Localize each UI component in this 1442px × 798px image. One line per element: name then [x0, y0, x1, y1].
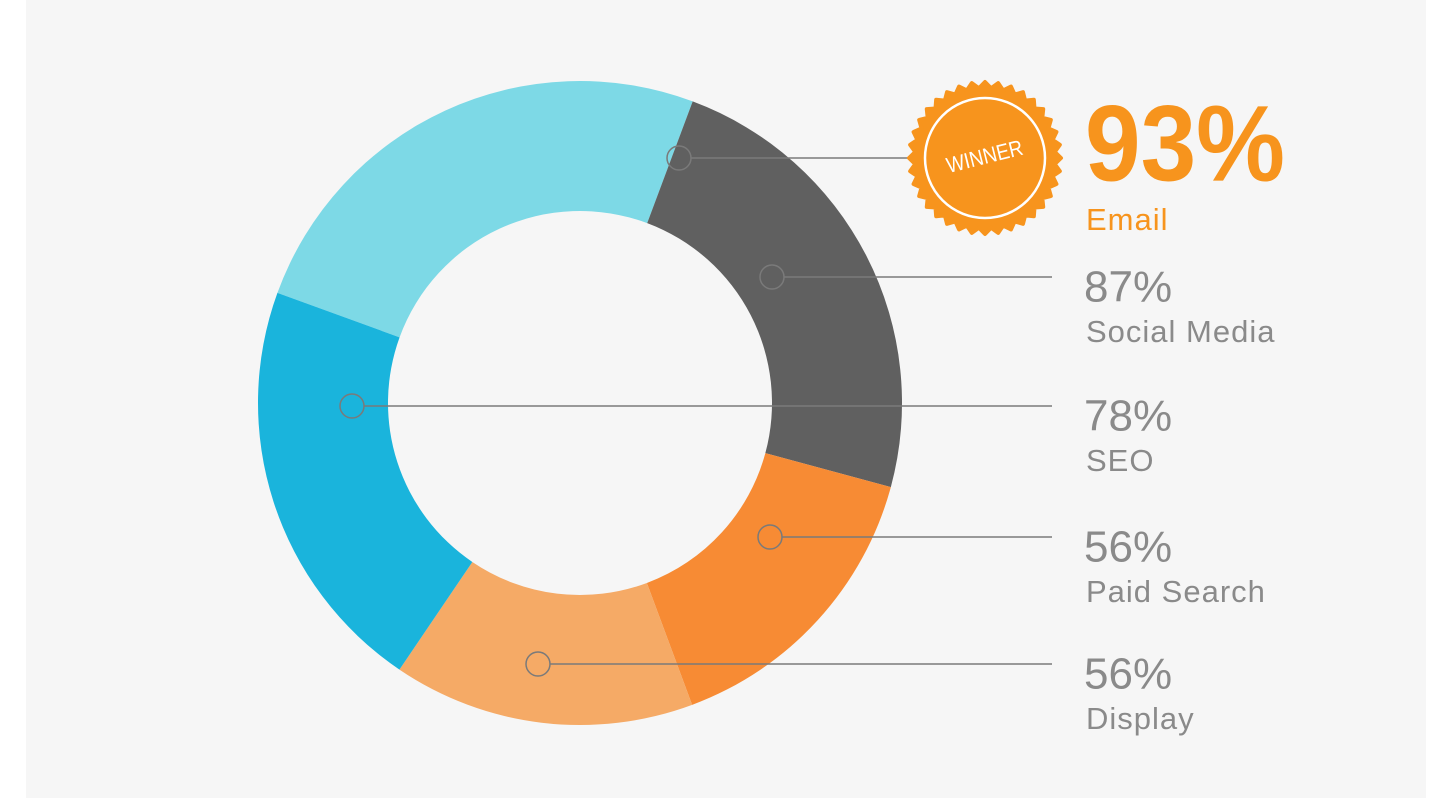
- value-label: 56%: [1084, 650, 1172, 699]
- category-label: Social Media: [1086, 314, 1275, 349]
- category-label: SEO: [1086, 443, 1154, 478]
- category-label: Display: [1086, 701, 1195, 736]
- donut-segment: [258, 292, 473, 670]
- leader-dot: [525, 651, 551, 677]
- donut-segment: [277, 81, 693, 338]
- badge: [907, 80, 1063, 236]
- leader-dot: [759, 264, 785, 290]
- category-label: Email: [1086, 202, 1169, 237]
- donut-segment: [647, 101, 902, 488]
- leader-dot: [757, 524, 783, 550]
- value-label: 56%: [1084, 523, 1172, 572]
- category-label: Paid Search: [1086, 574, 1266, 609]
- leader-dot: [339, 393, 365, 419]
- value-label: 93%: [1085, 83, 1285, 204]
- value-label: 78%: [1084, 392, 1172, 441]
- donut-segment: [646, 453, 891, 705]
- donut-segment: [399, 561, 693, 725]
- leader-dot: [666, 145, 692, 171]
- value-label: 87%: [1084, 263, 1172, 312]
- badge-ring: [923, 96, 1047, 220]
